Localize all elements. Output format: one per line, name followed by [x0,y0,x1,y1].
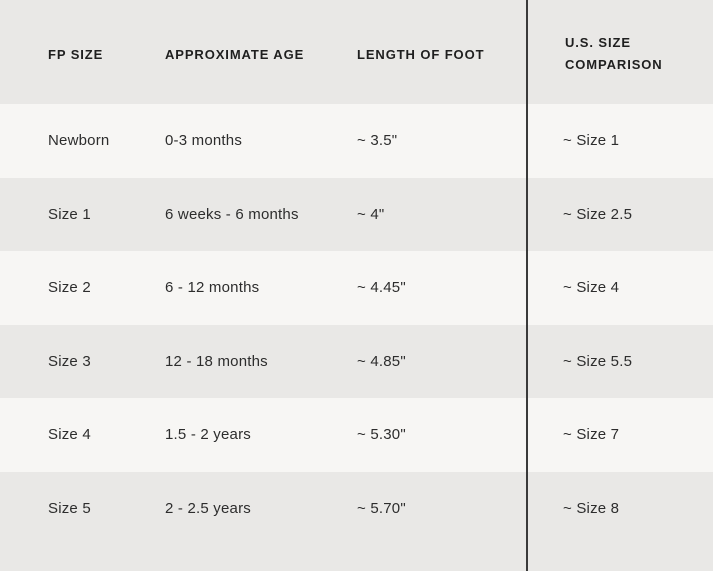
foot-length-value: ~ 4.85" [357,352,406,370]
column-header-approximate-age: APPROXIMATE AGE [165,46,305,62]
age-value: 6 weeks - 6 months [165,205,299,223]
us-size-value: ~ Size 1 [563,132,620,150]
age-value: 12 - 18 months [165,352,268,370]
column-divider-line [526,0,528,571]
table-row-size-5: Size 5 2 - 2.5 years ~ 5.70" ~ Size 8 [0,472,713,546]
age-value: 1.5 - 2 years [165,426,251,444]
table-row-size-1: Size 1 6 weeks - 6 months ~ 4" ~ Size 2.… [0,178,713,252]
us-size-value: ~ Size 4 [563,279,620,297]
us-size-value: ~ Size 7 [563,426,620,444]
table-row-size-2: Size 2 6 - 12 months ~ 4.45" ~ Size 4 [0,251,713,325]
table-row-size-3: Size 3 12 - 18 months ~ 4.85" ~ Size 5.5 [0,325,713,399]
foot-length-value: ~ 5.70" [357,499,406,517]
foot-length-value: ~ 4" [357,205,385,223]
column-header-fp-size: FP SIZE [48,46,104,62]
fp-size-value: Size 5 [48,499,91,517]
fp-size-value: Size 4 [48,426,91,444]
age-value: 6 - 12 months [165,279,260,297]
us-size-value: ~ Size 5.5 [563,352,633,370]
fp-size-value: Newborn [48,132,110,150]
fp-size-value: Size 2 [48,279,91,297]
us-size-value: ~ Size 8 [563,499,620,517]
column-header-length-of-foot: LENGTH OF FOOT [357,46,485,62]
age-value: 2 - 2.5 years [165,499,251,517]
age-value: 0-3 months [165,132,243,150]
table-header-row: FP SIZE APPROXIMATE AGE LENGTH OF FOOT U… [0,0,713,104]
fp-size-value: Size 1 [48,205,91,223]
us-size-value: ~ Size 2.5 [563,205,633,223]
foot-length-value: ~ 4.45" [357,279,406,297]
foot-length-value: ~ 5.30" [357,426,406,444]
table-row-size-4: Size 4 1.5 - 2 years ~ 5.30" ~ Size 7 [0,398,713,472]
fp-size-value: Size 3 [48,352,91,370]
column-header-us-size-comparison: U.S. SIZE COMPARISON [565,35,663,72]
table-row-newborn: Newborn 0-3 months ~ 3.5" ~ Size 1 [0,104,713,178]
foot-length-value: ~ 3.5" [357,132,398,150]
